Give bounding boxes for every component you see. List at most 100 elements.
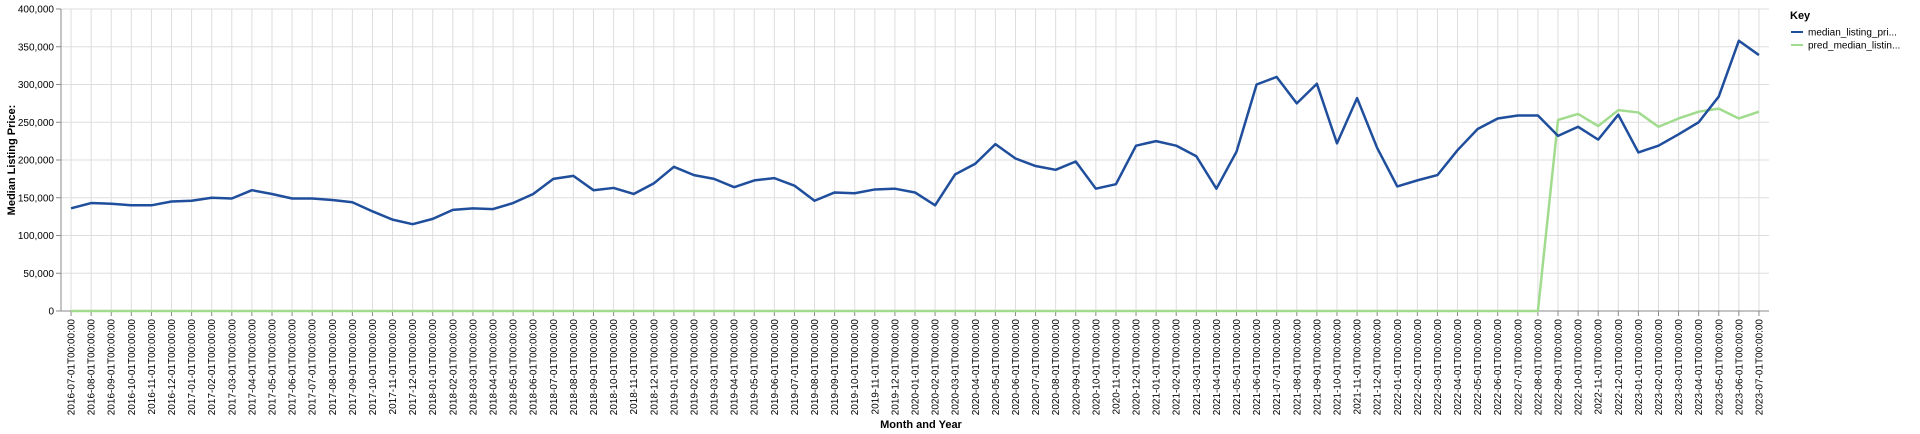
legend: Key median_listing_pri... pred_median_lis… bbox=[1790, 10, 1900, 52]
x-tick-label: 2020-09-01T00:00:00 bbox=[1071, 319, 1082, 416]
x-tick-label: 2018-10-01T00:00:00 bbox=[609, 319, 620, 416]
x-tick-label: 2017-11-01T00:00:00 bbox=[388, 319, 399, 415]
series-line-pred-median-listin bbox=[71, 107, 1760, 313]
x-tick-label: 2018-03-01T00:00:00 bbox=[468, 319, 479, 416]
x-tick-label: 2022-10-01T00:00:00 bbox=[1574, 319, 1585, 416]
x-tick-label: 2021-12-01T00:00:00 bbox=[1373, 319, 1384, 416]
x-tick-label: 2019-01-01T00:00:00 bbox=[669, 319, 680, 416]
x-tick-label: 2018-04-01T00:00:00 bbox=[489, 319, 500, 416]
y-axis-title: Median Listing Price: bbox=[6, 105, 18, 216]
legend-title: Key bbox=[1790, 10, 1811, 22]
y-tick-label: 150,000 bbox=[18, 193, 55, 204]
x-tick-label: 2019-03-01T00:00:00 bbox=[710, 319, 721, 416]
x-tick-label: 2017-02-01T00:00:00 bbox=[207, 319, 218, 416]
y-tick-label: 200,000 bbox=[18, 156, 55, 167]
x-tick-label: 2019-07-01T00:00:00 bbox=[790, 319, 801, 416]
x-tick-label: 2016-11-01T00:00:00 bbox=[147, 319, 158, 415]
x-tick-label: 2018-08-01T00:00:00 bbox=[569, 319, 580, 416]
x-tick-label: 2017-04-01T00:00:00 bbox=[247, 319, 258, 416]
x-tick-label: 2021-05-01T00:00:00 bbox=[1232, 319, 1243, 416]
series-line-median-listing-pri bbox=[70, 39, 1760, 226]
x-tick-label: 2017-12-01T00:00:00 bbox=[408, 319, 419, 416]
x-tick-label: 2016-10-01T00:00:00 bbox=[127, 319, 138, 416]
y-axis-ticks: 0 50,000 100,000 150,000 200,000 250,000 300,0… bbox=[18, 5, 61, 318]
x-axis-ticks: 2016-07-01T00:00:00 2016-08-01T00:00:00 20… bbox=[67, 311, 1765, 416]
y-tick-label: 350,000 bbox=[18, 42, 55, 53]
x-tick-label: 2019-10-01T00:00:00 bbox=[850, 319, 861, 416]
x-tick-label: 2022-04-01T00:00:00 bbox=[1453, 319, 1464, 416]
x-tick-label: 2018-09-01T00:00:00 bbox=[589, 319, 600, 416]
x-tick-label: 2020-10-01T00:00:00 bbox=[1091, 319, 1102, 416]
legend-label: pred_median_listin... bbox=[1808, 41, 1900, 52]
y-tick-label: 50,000 bbox=[23, 269, 54, 280]
x-tick-label: 2022-08-01T00:00:00 bbox=[1533, 319, 1544, 416]
x-tick-label: 2023-07-01T00:00:00 bbox=[1754, 319, 1765, 416]
x-tick-label: 2020-11-01T00:00:00 bbox=[1111, 319, 1122, 415]
x-tick-label: 2021-09-01T00:00:00 bbox=[1312, 319, 1323, 416]
x-tick-label: 2020-03-01T00:00:00 bbox=[951, 319, 962, 416]
x-tick-label: 2016-09-01T00:00:00 bbox=[107, 319, 118, 416]
x-tick-label: 2021-04-01T00:00:00 bbox=[1212, 319, 1223, 416]
x-tick-label: 2017-09-01T00:00:00 bbox=[348, 319, 359, 416]
x-tick-label: 2021-08-01T00:00:00 bbox=[1292, 319, 1303, 416]
x-tick-label: 2023-02-01T00:00:00 bbox=[1654, 319, 1665, 416]
x-tick-label: 2017-03-01T00:00:00 bbox=[227, 319, 238, 416]
x-tick-label: 2021-03-01T00:00:00 bbox=[1192, 319, 1203, 416]
x-tick-label: 2022-02-01T00:00:00 bbox=[1413, 319, 1424, 416]
y-tick-label: 0 bbox=[48, 307, 54, 318]
x-tick-label: 2019-05-01T00:00:00 bbox=[750, 319, 761, 416]
x-tick-label: 2021-07-01T00:00:00 bbox=[1272, 319, 1283, 416]
x-tick-label: 2019-08-01T00:00:00 bbox=[810, 319, 821, 416]
x-tick-label: 2019-11-01T00:00:00 bbox=[870, 319, 881, 415]
x-tick-label: 2020-08-01T00:00:00 bbox=[1051, 319, 1062, 416]
x-tick-label: 2020-12-01T00:00:00 bbox=[1132, 319, 1143, 416]
x-tick-label: 2020-06-01T00:00:00 bbox=[1011, 319, 1022, 416]
x-tick-label: 2017-06-01T00:00:00 bbox=[288, 319, 299, 416]
x-tick-label: 2022-03-01T00:00:00 bbox=[1433, 319, 1444, 416]
x-tick-label: 2021-11-01T00:00:00 bbox=[1353, 319, 1364, 415]
x-tick-label: 2020-02-01T00:00:00 bbox=[931, 319, 942, 416]
x-tick-label: 2017-05-01T00:00:00 bbox=[267, 319, 278, 416]
x-tick-label: 2018-01-01T00:00:00 bbox=[428, 319, 439, 416]
x-tick-label: 2018-05-01T00:00:00 bbox=[509, 319, 520, 416]
x-tick-label: 2023-06-01T00:00:00 bbox=[1734, 319, 1745, 416]
x-tick-label: 2019-04-01T00:00:00 bbox=[730, 319, 741, 416]
x-tick-label: 2022-09-01T00:00:00 bbox=[1554, 319, 1565, 416]
x-tick-label: 2017-10-01T00:00:00 bbox=[368, 319, 379, 416]
y-tick-label: 250,000 bbox=[18, 118, 55, 129]
y-tick-label: 300,000 bbox=[18, 80, 55, 91]
x-tick-label: 2019-02-01T00:00:00 bbox=[689, 319, 700, 416]
x-tick-label: 2019-09-01T00:00:00 bbox=[830, 319, 841, 416]
x-tick-label: 2019-12-01T00:00:00 bbox=[890, 319, 901, 416]
x-tick-label: 2017-08-01T00:00:00 bbox=[328, 319, 339, 416]
x-tick-label: 2018-11-01T00:00:00 bbox=[629, 319, 640, 415]
x-tick-label: 2020-04-01T00:00:00 bbox=[971, 319, 982, 416]
x-tick-label: 2019-06-01T00:00:00 bbox=[770, 319, 781, 416]
x-axis-title: Month and Year bbox=[880, 419, 962, 431]
x-tick-label: 2020-07-01T00:00:00 bbox=[1031, 319, 1042, 416]
x-tick-label: 2022-12-01T00:00:00 bbox=[1614, 319, 1625, 416]
x-tick-label: 2022-11-01T00:00:00 bbox=[1594, 319, 1605, 415]
x-tick-label: 2016-08-01T00:00:00 bbox=[87, 319, 98, 416]
x-tick-label: 2021-02-01T00:00:00 bbox=[1172, 319, 1183, 416]
legend-label: median_listing_pri... bbox=[1808, 28, 1897, 39]
y-tick-label: 400,000 bbox=[18, 5, 55, 16]
x-tick-label: 2016-07-01T00:00:00 bbox=[67, 319, 78, 416]
series-lines bbox=[70, 39, 1760, 313]
x-tick-label: 2016-12-01T00:00:00 bbox=[167, 319, 178, 416]
x-tick-label: 2017-07-01T00:00:00 bbox=[308, 319, 319, 416]
x-tick-label: 2022-06-01T00:00:00 bbox=[1493, 319, 1504, 416]
y-tick-label: 100,000 bbox=[18, 231, 55, 242]
gridlines bbox=[61, 8, 1769, 312]
x-tick-label: 2023-01-01T00:00:00 bbox=[1634, 319, 1645, 416]
x-tick-label: 2018-12-01T00:00:00 bbox=[649, 319, 660, 416]
x-tick-label: 2021-01-01T00:00:00 bbox=[1152, 319, 1163, 416]
x-tick-label: 2022-05-01T00:00:00 bbox=[1473, 319, 1484, 416]
x-tick-label: 2018-06-01T00:00:00 bbox=[529, 319, 540, 416]
x-tick-label: 2018-02-01T00:00:00 bbox=[448, 319, 459, 416]
x-tick-label: 2023-03-01T00:00:00 bbox=[1674, 319, 1685, 416]
x-tick-label: 2022-07-01T00:00:00 bbox=[1513, 319, 1524, 416]
x-tick-label: 2017-01-01T00:00:00 bbox=[187, 319, 198, 416]
x-tick-label: 2020-01-01T00:00:00 bbox=[911, 319, 922, 416]
